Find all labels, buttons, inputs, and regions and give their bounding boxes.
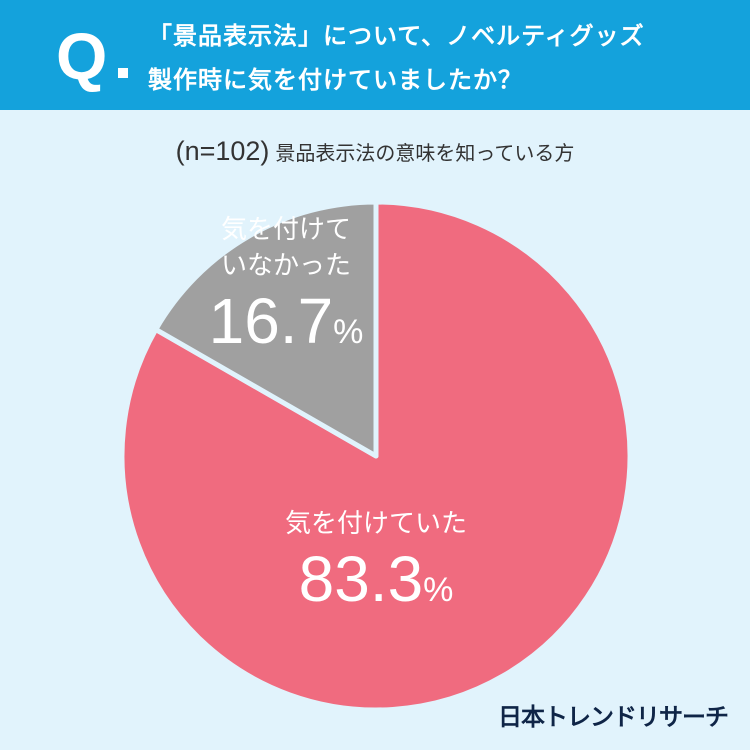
question-line-2: 製作時に気を付けていましたか？: [148, 66, 523, 94]
slice-value-not-careful: 16.7: [208, 285, 334, 357]
question-header: Q 「景品表示法」について、ノベルティグッズ 製作時に気を付けていましたか？: [0, 0, 750, 110]
slice-label-not-careful: 気を付けて いなかった 16.7%: [186, 212, 386, 358]
slice-label-not-careful-line-1: 気を付けて: [220, 215, 351, 245]
sample-size: (n=102): [175, 136, 270, 166]
slice-value-careful: 83.3: [298, 543, 424, 615]
slice-percent-sign-careful: %: [423, 571, 454, 609]
pie-slice-careful: [119, 199, 633, 713]
q-mark: Q: [56, 19, 108, 93]
chart-subtitle: (n=102) 景品表示法の意味を知っている方: [0, 136, 750, 167]
slice-label-careful-text: 気を付けていた: [284, 509, 467, 539]
slice-label-careful: 気を付けていた 83.3%: [226, 506, 526, 616]
slice-percent-sign-not-careful: %: [333, 313, 364, 351]
slice-label-not-careful-line-2: いなかった: [220, 251, 351, 281]
question-line-1: 「景品表示法」について、ノベルティグッズ: [148, 22, 645, 50]
pie-slice-not-careful: [153, 199, 379, 459]
respondent-note: 景品表示法の意味を知っている方: [275, 141, 575, 165]
q-dot: [118, 68, 128, 78]
brand-logo: 日本トレンドリサーチ: [498, 703, 729, 731]
